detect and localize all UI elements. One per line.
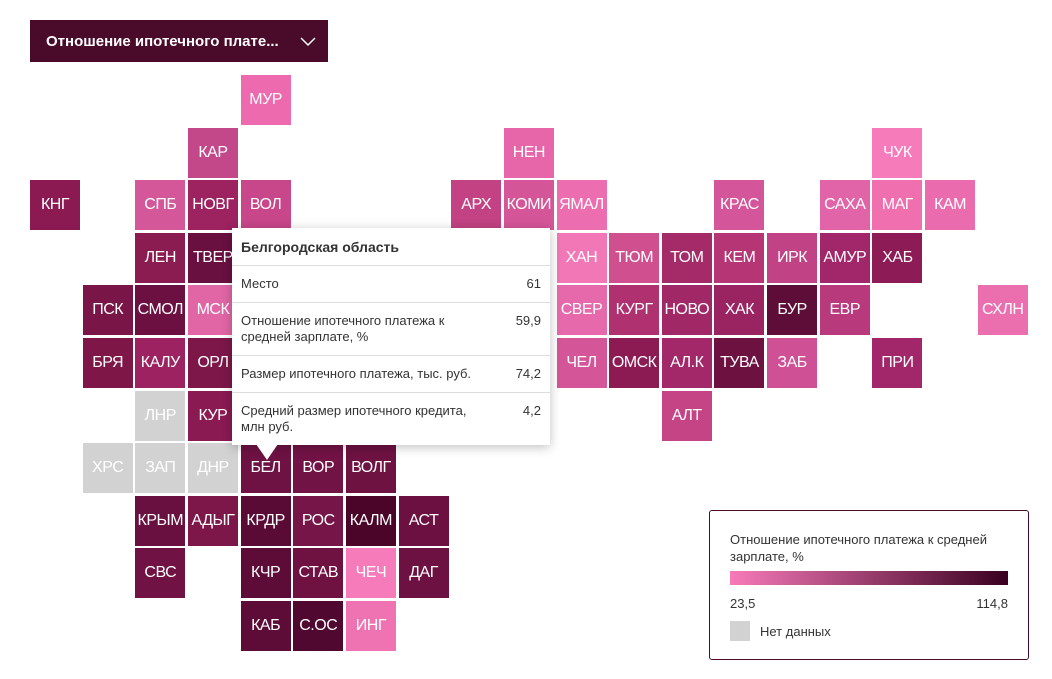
legend-min: 23,5 bbox=[730, 596, 756, 611]
region-tile: КЧР bbox=[240, 548, 291, 599]
dropdown[interactable]: Отношение ипотечного плате... bbox=[30, 20, 328, 62]
region-tile: ВОЛГ bbox=[345, 443, 396, 494]
region-tile: БРЯ bbox=[82, 338, 133, 388]
row-value: 61 bbox=[526, 276, 541, 291]
tooltip-row: Отношение ипотечного платежа к средней з… bbox=[232, 302, 550, 355]
region-tile: НОВО bbox=[661, 285, 712, 336]
row-label: Средний размер ипотечного кредита, млн р… bbox=[241, 403, 467, 434]
region-tile: ЗАП bbox=[135, 443, 186, 494]
region-tile: ЛЕН bbox=[135, 232, 186, 283]
region-tile: САХА bbox=[819, 180, 870, 231]
row-value: 4,2 bbox=[522, 403, 541, 418]
region-tile: ОРЛ bbox=[187, 338, 238, 388]
region-tile: ЛНР bbox=[135, 390, 186, 441]
region-tile: КЕМ bbox=[714, 232, 765, 283]
no-data-label: Нет данных bbox=[760, 624, 831, 639]
region-tile: КУРГ bbox=[609, 285, 660, 336]
region-tile: ЧЕЧ bbox=[345, 548, 396, 599]
region-tile: МАГ bbox=[872, 180, 923, 231]
region-tile: СВС bbox=[135, 548, 186, 599]
region-tile: ЧУК bbox=[872, 127, 923, 178]
region-tile: БУР bbox=[767, 285, 818, 336]
region-tile: ПРИ bbox=[872, 338, 923, 388]
legend-max: 114,8 bbox=[976, 596, 1008, 611]
tooltip-arrow bbox=[256, 444, 278, 460]
no-data-swatch bbox=[730, 621, 750, 641]
region-tile: ИРК bbox=[767, 232, 818, 283]
region-tile: ТОМ bbox=[661, 232, 712, 283]
region-tile: ТУВА bbox=[714, 338, 765, 388]
region-tile: КРАС bbox=[714, 180, 765, 231]
region-tile: КНГ bbox=[30, 180, 80, 231]
region-tile: ХАН bbox=[556, 232, 607, 283]
region-tile: КАР bbox=[187, 127, 238, 178]
region-tile: КУР bbox=[187, 390, 238, 441]
region-tile: ИНГ bbox=[345, 601, 396, 651]
row-value: 59,9 bbox=[515, 313, 541, 328]
region-tile: АРХ bbox=[451, 180, 502, 231]
region-tile: КРЫМ bbox=[135, 495, 186, 546]
region-tile: АЛ.К bbox=[661, 338, 712, 388]
region-tile: КАМ bbox=[925, 180, 976, 231]
row-value: 74,2 bbox=[515, 366, 541, 381]
region-tile: ДНР bbox=[187, 443, 238, 494]
row-label: Отношение ипотечного платежа к средней з… bbox=[241, 313, 445, 344]
region-tile: ДАГ bbox=[398, 548, 449, 599]
region-tile: МСК bbox=[187, 285, 238, 336]
region-tile: КАЛУ bbox=[135, 338, 186, 388]
region-tile: НЕН bbox=[503, 127, 554, 178]
tooltip-row: Место 61 bbox=[232, 265, 550, 302]
tooltip-row: Средний размер ипотечного кредита, млн р… bbox=[232, 392, 550, 445]
region-tile: ХАБ bbox=[872, 232, 923, 283]
region-tile: ЕВР bbox=[819, 285, 870, 336]
tooltip-row: Размер ипотечного платежа, тыс. руб. 74,2 bbox=[232, 355, 550, 392]
legend: Отношение ипотечного платежа к средней з… bbox=[709, 510, 1029, 660]
region-tile: СХЛН bbox=[977, 285, 1028, 336]
region-tile: ХАК bbox=[714, 285, 765, 336]
row-label: Размер ипотечного платежа, тыс. руб. bbox=[241, 366, 472, 381]
region-tile: ТВЕР bbox=[187, 232, 238, 283]
region-tile: КРДР bbox=[240, 495, 291, 546]
region-tile: КАБ bbox=[240, 601, 291, 651]
region-tile: АСТ bbox=[398, 495, 449, 546]
tooltip-title: Белгородская область bbox=[241, 239, 399, 255]
region-tile: ЗАБ bbox=[767, 338, 818, 388]
row-label: Место bbox=[241, 276, 279, 291]
legend-gradient bbox=[730, 571, 1008, 585]
region-tile: РОС bbox=[293, 495, 344, 546]
region-tile: НОВГ bbox=[187, 180, 238, 231]
region-tile: ВОЛ bbox=[240, 180, 291, 231]
region-tile: КОМИ bbox=[503, 180, 554, 231]
region-tile: МУР bbox=[240, 75, 291, 125]
dropdown-label: Отношение ипотечного плате... bbox=[46, 32, 279, 50]
region-tile: АМУР bbox=[819, 232, 870, 283]
region-tile: ПСК bbox=[82, 285, 133, 336]
region-tile: АДЫГ bbox=[187, 495, 238, 546]
region-tile: ХРС bbox=[82, 443, 133, 494]
region-tile: СМОЛ bbox=[135, 285, 186, 336]
region-tile: ВОР bbox=[293, 443, 344, 494]
tooltip: Белгородская область Место 61 Отношение ипо… bbox=[232, 228, 550, 445]
region-tile: ЧЕЛ bbox=[556, 338, 607, 388]
region-tile: СТАВ bbox=[293, 548, 344, 599]
region-tile: С.ОС bbox=[293, 601, 344, 651]
region-tile: ТЮМ bbox=[609, 232, 660, 283]
region-tile: ОМСК bbox=[609, 338, 660, 388]
region-tile: ЯМАЛ bbox=[556, 180, 607, 231]
region-tile: АЛТ bbox=[661, 390, 712, 441]
region-tile: СПБ bbox=[135, 180, 186, 231]
region-tile: СВЕР bbox=[556, 285, 607, 336]
chevron bbox=[300, 37, 316, 47]
legend-title: Отношение ипотечного платежа к средней з… bbox=[730, 532, 987, 564]
region-tile: КАЛМ bbox=[345, 495, 396, 546]
